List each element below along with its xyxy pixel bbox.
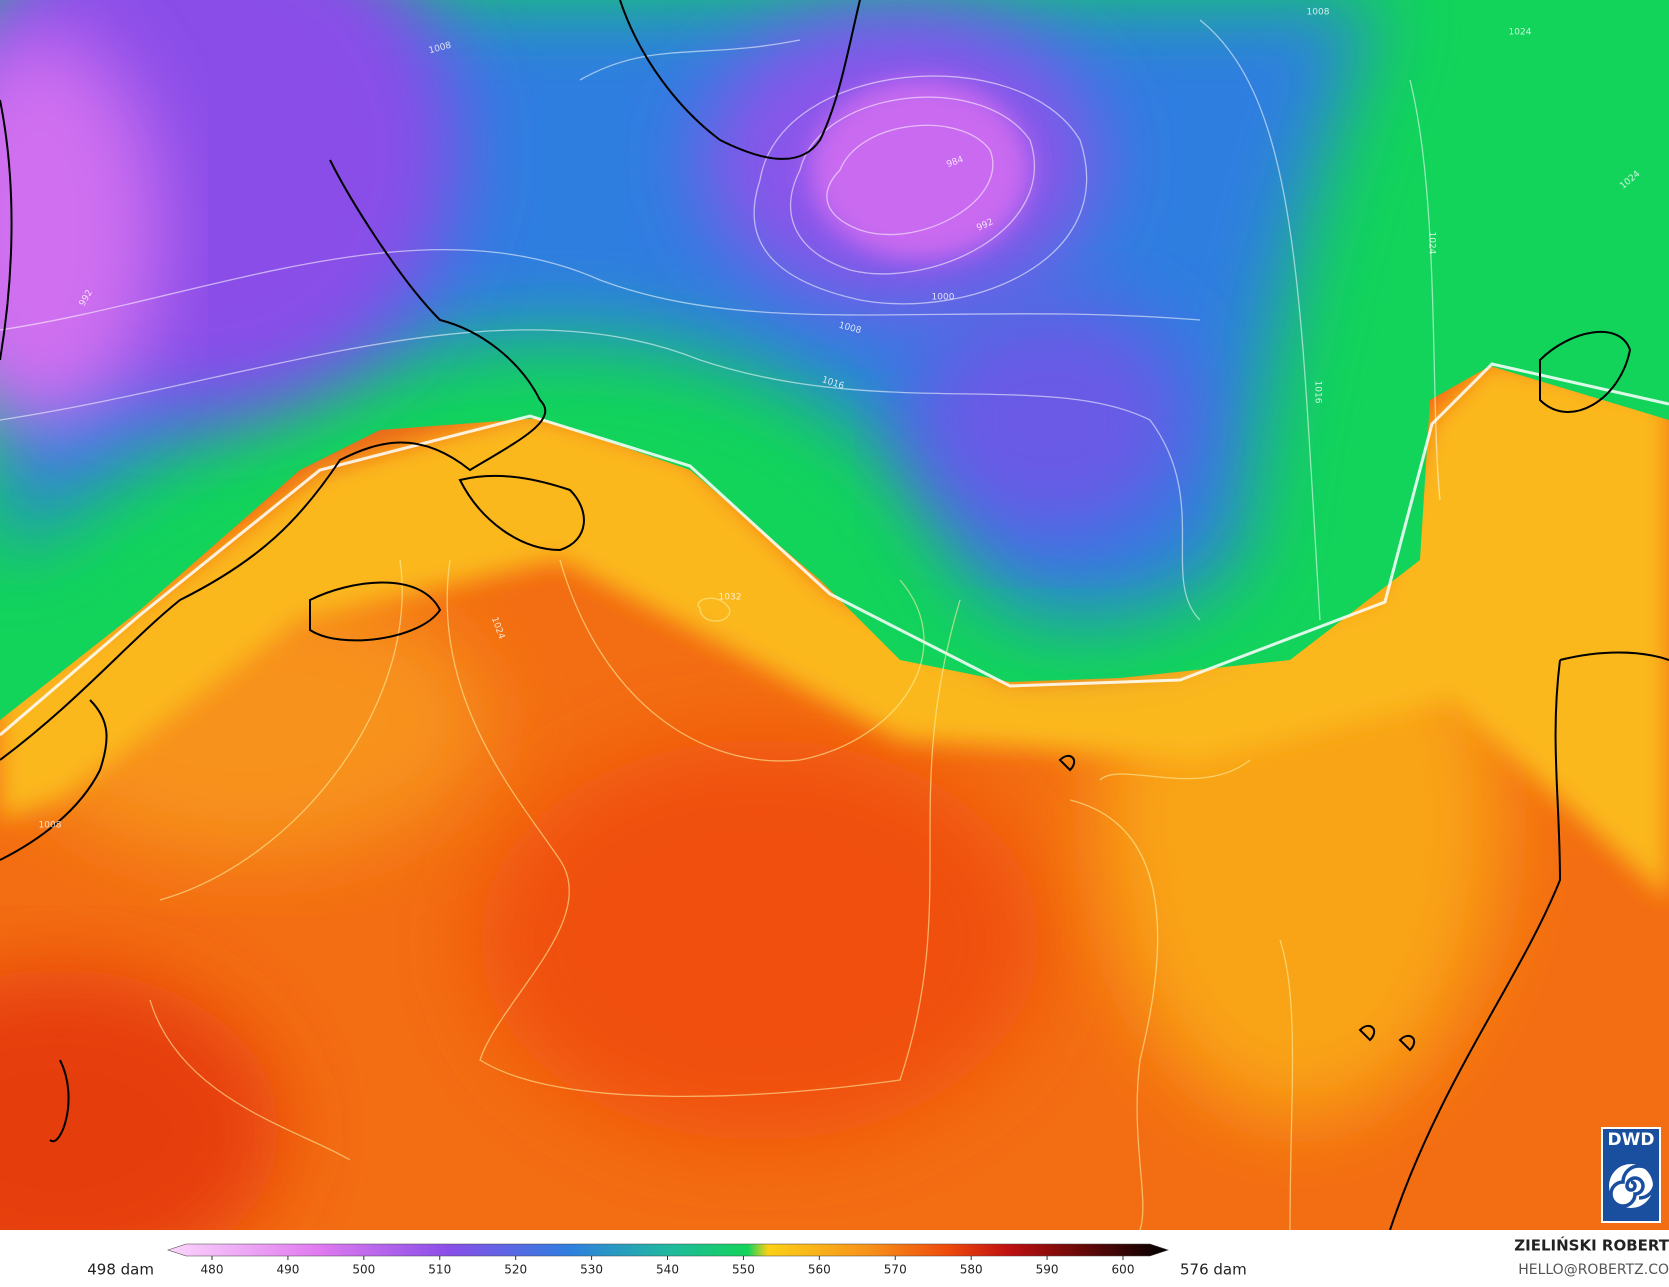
colorbar-tick-label: 530	[580, 1263, 603, 1277]
colorbar-tick-label: 550	[732, 1263, 755, 1277]
colorbar-tick-label: 540	[656, 1263, 679, 1277]
colorbar	[167, 1243, 1169, 1257]
logo-text: DWD	[1608, 1130, 1655, 1150]
colorbar-area: 498 dam 576 dam ZIELIŃSKI ROBERT HELLO@R…	[87, 1236, 1669, 1279]
colorbar-tick-label: 580	[960, 1263, 983, 1277]
isobar-label: 1032	[719, 593, 742, 603]
isobar-label: 1024	[1509, 28, 1532, 38]
colorbar-max-label: 576 dam	[1180, 1261, 1247, 1279]
isobar-label: 1008	[1307, 8, 1330, 18]
colorbar-min-label: 498 dam	[87, 1261, 154, 1279]
isobar-label: 1008	[39, 821, 62, 831]
isobar-label: 1016	[1313, 381, 1323, 404]
isobars	[0, 19, 1441, 1230]
colorbar-tick-label: 490	[276, 1263, 299, 1277]
colorbar-tick-label: 570	[884, 1263, 907, 1277]
email: HELLO@ROBERTZ.CO	[1518, 1262, 1669, 1278]
colorbar-tick-label: 600	[1112, 1263, 1135, 1277]
colorbar-tick-label: 590	[1036, 1263, 1059, 1277]
colorbar-tick-label: 520	[504, 1263, 527, 1277]
field	[0, 0, 1669, 1230]
colorbar-tick-label: 500	[352, 1263, 375, 1277]
colorbar-tick-label: 510	[428, 1263, 451, 1277]
coastlines	[0, 0, 1669, 1230]
isobar-label: 1000	[932, 293, 955, 303]
colorbar-tick-label: 480	[201, 1263, 224, 1277]
colorbar-tick-label: 560	[808, 1263, 831, 1277]
author: ZIELIŃSKI ROBERT	[1514, 1236, 1669, 1255]
dwd-logo: DWD	[1601, 1127, 1661, 1223]
isobar-label: 1024	[1427, 232, 1437, 255]
